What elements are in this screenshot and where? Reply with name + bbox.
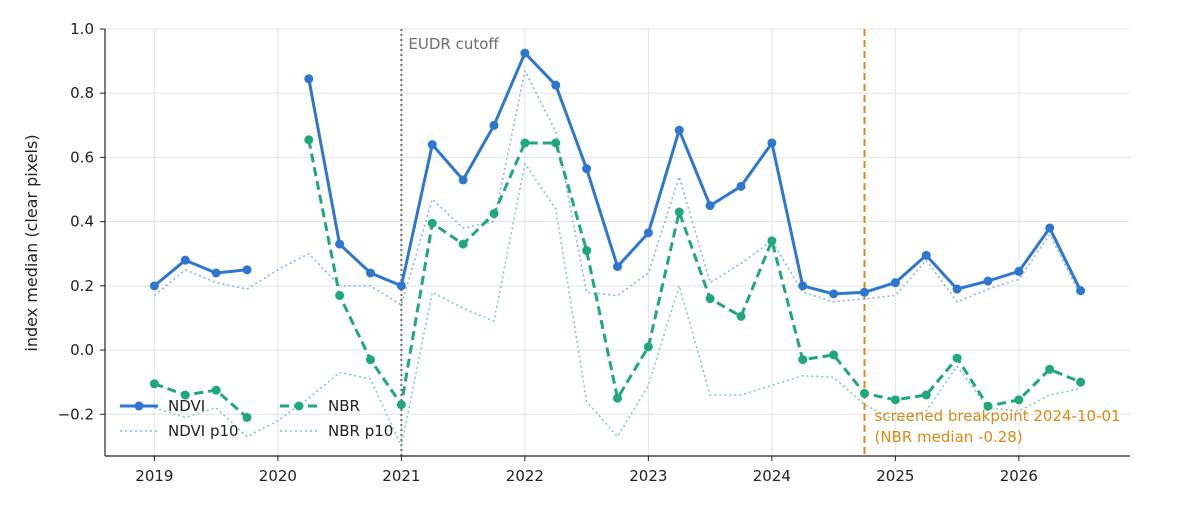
series-line-ndvi-p10	[153, 69, 1082, 306]
data-point-nbr	[829, 350, 839, 360]
data-point-ndvi	[829, 289, 839, 299]
data-point-nbr	[859, 388, 869, 398]
x-tick-label: 2023	[629, 467, 667, 485]
x-tick-label: 2019	[135, 467, 173, 485]
data-point-nbr	[551, 138, 561, 148]
data-point-nbr	[149, 379, 159, 389]
y-tick-label: 0.2	[70, 277, 94, 295]
data-point-nbr	[427, 218, 437, 228]
x-tick-label: 2020	[259, 467, 297, 485]
data-point-ndvi	[149, 281, 159, 291]
data-point-ndvi	[983, 276, 993, 286]
data-point-ndvi	[458, 175, 468, 185]
series-line-nbr	[153, 139, 1082, 419]
data-point-nbr	[1076, 377, 1086, 387]
data-point-ndvi	[427, 140, 437, 150]
legend-label-nbr: NBR	[328, 397, 360, 415]
data-point-ndvi	[705, 201, 715, 211]
x-tick-label: 2025	[876, 467, 914, 485]
data-point-ndvi	[890, 278, 900, 288]
series-line-ndvi	[153, 51, 1082, 296]
legend-marker-nbr	[294, 401, 304, 411]
legend: NDVI NDVI p10 NBR NBR p10	[120, 397, 393, 440]
data-point-nbr	[1014, 395, 1024, 405]
data-point-ndvi	[489, 120, 499, 130]
data-point-nbr	[674, 207, 684, 217]
data-point-ndvi	[1014, 266, 1024, 276]
x-tick-label: 2024	[753, 467, 791, 485]
data-point-nbr	[921, 390, 931, 400]
data-point-ndvi	[242, 265, 252, 275]
y-tick-label: 0.8	[70, 84, 94, 102]
series-line-nbr-p10	[154, 163, 1081, 448]
annotations: EUDR cutoff screened breakpoint 2024-10-0…	[408, 35, 1120, 446]
data-point-nbr	[798, 355, 808, 365]
data-point-nbr	[983, 401, 993, 411]
x-tick-label: 2021	[382, 467, 420, 485]
data-point-ndvi	[1076, 286, 1086, 296]
data-point-nbr	[458, 239, 468, 249]
legend-label-nbr-p10: NBR p10	[328, 422, 393, 440]
y-tick-label: 1.0	[70, 20, 94, 38]
y-axis-title: index median (clear pixels)	[22, 134, 41, 351]
data-point-ndvi	[304, 74, 314, 84]
data-point-ndvi	[736, 181, 746, 191]
y-tick-label: −0.2	[58, 405, 94, 423]
series	[149, 48, 1086, 448]
data-point-ndvi	[551, 80, 561, 90]
legend-marker-ndvi	[134, 401, 144, 411]
data-point-ndvi	[180, 255, 190, 265]
data-point-nbr	[489, 209, 499, 219]
breakpoint-sublabel: (NBR median -0.28)	[874, 428, 1022, 446]
data-point-nbr	[705, 294, 715, 304]
data-point-nbr	[335, 290, 345, 300]
data-point-ndvi	[613, 262, 622, 272]
reference-lines	[400, 29, 866, 456]
data-point-ndvi	[952, 284, 962, 294]
data-point-nbr	[180, 390, 190, 400]
data-point-ndvi	[335, 239, 345, 249]
legend-label-ndvi-p10: NDVI p10	[168, 422, 239, 440]
axes: 2019 2020 2021 2022 2023 2024 2025 2026 −0.2 0.0 0…	[58, 20, 1130, 485]
data-point-ndvi	[1045, 223, 1055, 233]
data-point-nbr	[952, 353, 962, 363]
data-point-nbr	[211, 385, 221, 395]
data-point-ndvi	[366, 268, 376, 278]
data-point-ndvi	[520, 48, 530, 58]
data-point-nbr	[242, 412, 252, 422]
data-point-nbr	[520, 138, 530, 148]
data-point-ndvi	[859, 287, 869, 297]
data-point-nbr	[890, 395, 900, 405]
data-point-nbr	[396, 400, 406, 410]
data-point-nbr	[613, 393, 622, 403]
data-point-nbr	[643, 342, 653, 352]
data-point-nbr	[736, 311, 746, 321]
data-point-nbr	[1045, 364, 1055, 374]
data-point-ndvi	[396, 281, 406, 291]
y-tick-label: 0.4	[70, 213, 94, 231]
gridlines	[105, 28, 1130, 456]
data-point-ndvi	[211, 268, 221, 278]
data-point-ndvi	[643, 228, 653, 238]
data-point-ndvi	[798, 281, 808, 291]
data-point-nbr	[304, 135, 314, 145]
y-tick-label: 0.0	[70, 341, 94, 359]
data-point-nbr	[582, 246, 592, 256]
x-tick-label: 2022	[506, 467, 544, 485]
data-point-ndvi	[921, 250, 931, 260]
y-tick-label: 0.6	[70, 148, 94, 166]
x-tick-label: 2026	[1000, 467, 1038, 485]
data-point-ndvi	[674, 125, 684, 135]
breakpoint-label: screened breakpoint 2024-10-01	[874, 407, 1120, 425]
data-point-nbr	[366, 355, 376, 365]
eudr-cutoff-label: EUDR cutoff	[408, 35, 499, 53]
data-point-ndvi	[582, 164, 592, 174]
legend-label-ndvi: NDVI	[168, 397, 205, 415]
data-point-ndvi	[767, 138, 777, 148]
data-point-nbr	[767, 236, 777, 246]
